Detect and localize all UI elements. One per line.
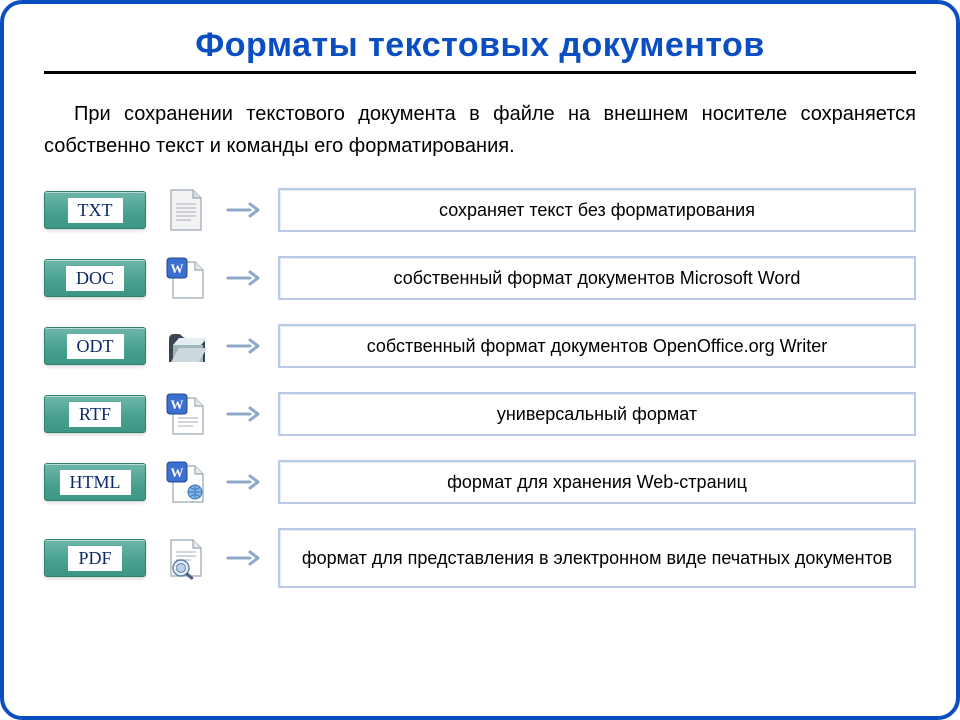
html-file-icon: W <box>164 460 208 504</box>
arrow-icon <box>226 549 260 567</box>
format-badge-odt: ODT <box>44 327 146 365</box>
svg-text:W: W <box>171 465 184 480</box>
format-badge-html: HTML <box>44 463 146 501</box>
format-desc-text: формат для представления в электронном в… <box>302 548 892 569</box>
format-badge-label: DOC <box>66 266 124 291</box>
arrow-icon <box>226 405 260 423</box>
svg-text:W: W <box>171 397 184 412</box>
arrow-icon <box>226 269 260 287</box>
arrow-icon <box>226 473 260 491</box>
format-desc-text: формат для хранения Web-страниц <box>447 472 747 493</box>
slide-frame: Форматы текстовых документов При сохране… <box>0 0 960 720</box>
format-badge-doc: DOC <box>44 259 146 297</box>
format-rows: TXT сохраняет текст без форматирования <box>44 188 916 588</box>
odt-file-icon <box>164 324 208 368</box>
format-row-odt: ODT собственный формат документов OpenOf… <box>44 324 916 368</box>
format-desc-doc: собственный формат документов Microsoft … <box>278 256 916 300</box>
format-row-doc: DOC W собственный формат документов Micr… <box>44 256 916 300</box>
rtf-file-icon: W <box>164 392 208 436</box>
format-badge-rtf: RTF <box>44 395 146 433</box>
format-badge-label: RTF <box>69 402 121 427</box>
format-desc-odt: собственный формат документов OpenOffice… <box>278 324 916 368</box>
svg-text:W: W <box>171 261 184 276</box>
format-desc-text: сохраняет текст без форматирования <box>439 200 755 221</box>
format-badge-label: PDF <box>68 546 121 571</box>
format-row-txt: TXT сохраняет текст без форматирования <box>44 188 916 232</box>
slide-title: Форматы текстовых документов <box>44 26 916 65</box>
format-badge-pdf: PDF <box>44 539 146 577</box>
arrow-icon <box>226 337 260 355</box>
format-badge-label: TXT <box>68 198 123 223</box>
txt-file-icon <box>164 188 208 232</box>
format-desc-rtf: универсальный формат <box>278 392 916 436</box>
intro-paragraph: При сохранении текстового документа в фа… <box>44 98 916 162</box>
format-desc-txt: сохраняет текст без форматирования <box>278 188 916 232</box>
format-desc-text: универсальный формат <box>497 404 697 425</box>
format-badge-label: ODT <box>67 334 124 359</box>
title-underline <box>44 71 916 74</box>
format-row-html: HTML W формат для хранения Web-страниц <box>44 460 916 504</box>
format-row-pdf: PDF формат для представления в электронн… <box>44 528 916 588</box>
format-desc-html: формат для хранения Web-страниц <box>278 460 916 504</box>
arrow-icon <box>226 201 260 219</box>
doc-file-icon: W <box>164 256 208 300</box>
format-desc-text: собственный формат документов OpenOffice… <box>367 336 828 357</box>
format-desc-text: собственный формат документов Microsoft … <box>394 268 801 289</box>
format-badge-label: HTML <box>60 470 131 495</box>
pdf-file-icon <box>164 536 208 580</box>
format-badge-txt: TXT <box>44 191 146 229</box>
format-row-rtf: RTF W универсальный формат <box>44 392 916 436</box>
format-desc-pdf: формат для представления в электронном в… <box>278 528 916 588</box>
